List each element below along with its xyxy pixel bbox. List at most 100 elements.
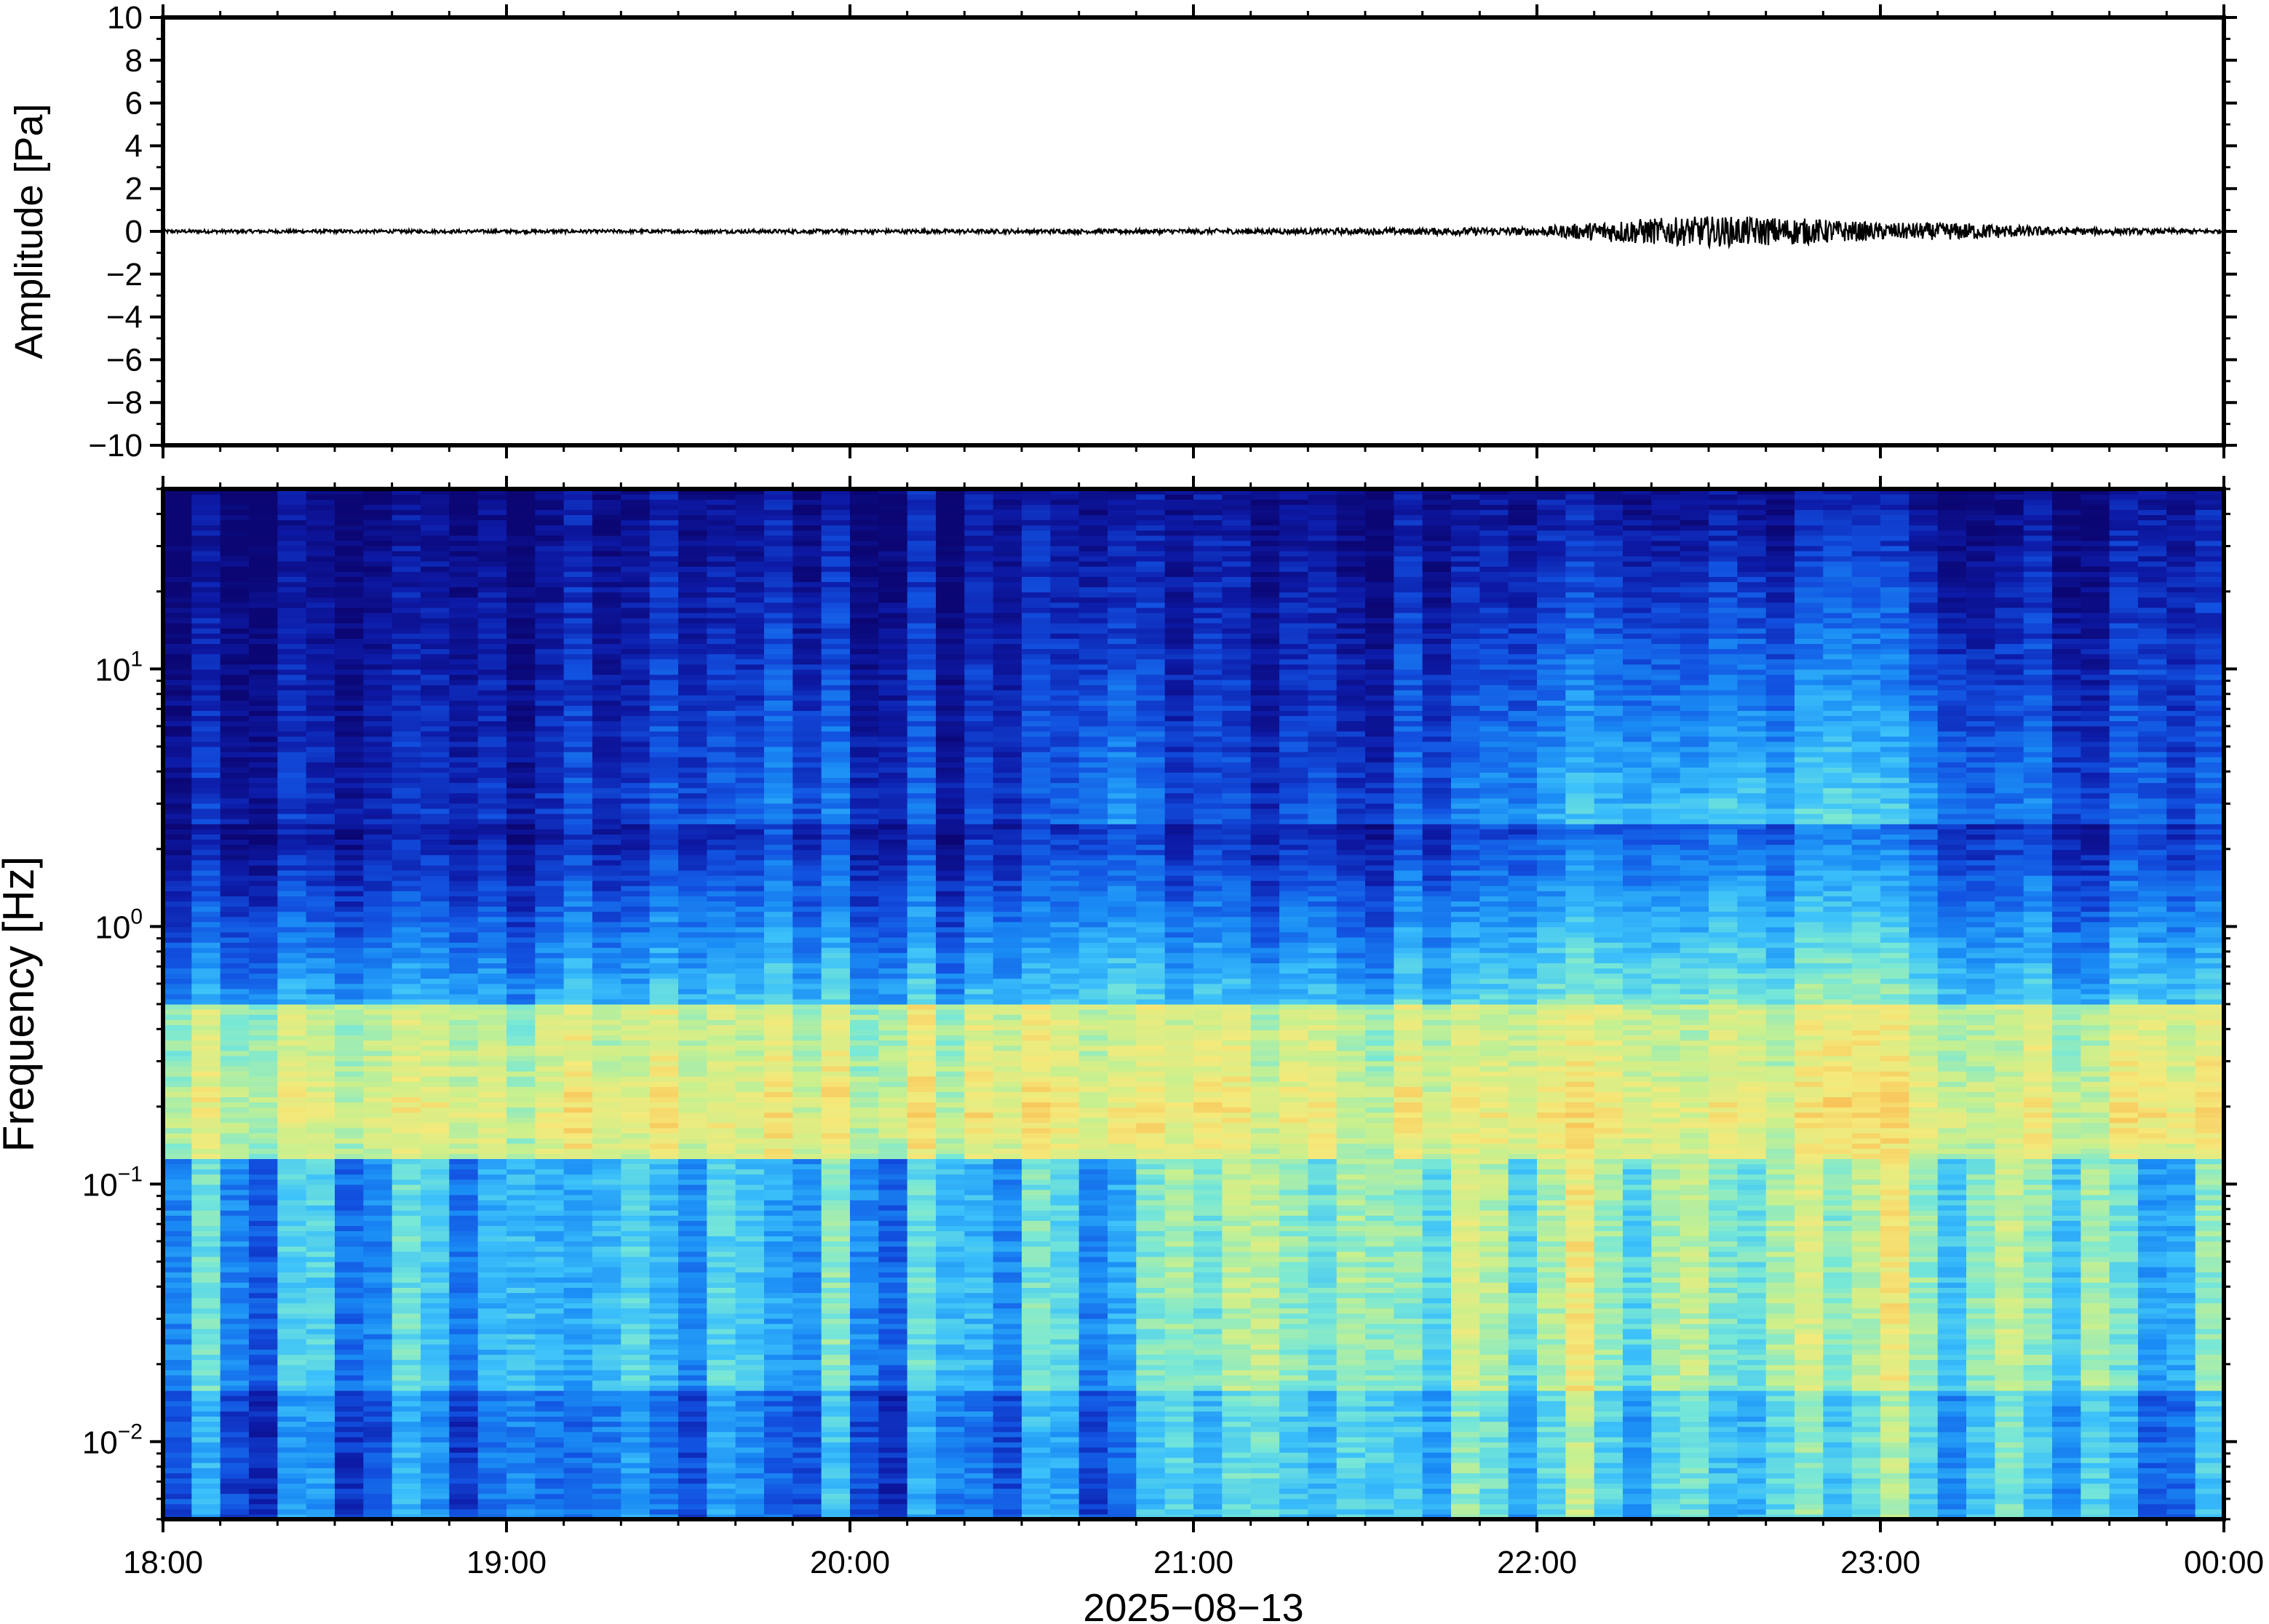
spectrogram-cell (678, 1354, 707, 1361)
spectrogram-cell (735, 1277, 765, 1283)
spectrogram-cell (707, 607, 736, 613)
spectrogram-cell (277, 571, 307, 577)
spectrogram-cell (277, 777, 307, 784)
spectrogram-cell (191, 1096, 221, 1103)
spectrogram-cell (707, 1313, 736, 1319)
spectrogram-cell (678, 489, 707, 495)
spectrogram-cell (649, 936, 679, 943)
spectrogram-cell (477, 1374, 507, 1381)
spectrogram-cell (592, 1143, 621, 1149)
spectrogram-cell (392, 1436, 421, 1443)
spectrogram-cell (477, 762, 507, 768)
spectrogram-cell (621, 1421, 651, 1428)
spectrogram-cell (821, 880, 851, 886)
spectrogram-cell (277, 931, 307, 938)
spectrogram-cell (535, 1462, 565, 1468)
spectrogram-cell (191, 623, 221, 629)
spectrogram-cell (277, 664, 307, 670)
spectrogram-cell (506, 1323, 536, 1329)
spectrogram-cell (649, 1194, 679, 1201)
spectrogram-cell (335, 1318, 364, 1324)
spectrogram-cell (592, 1210, 621, 1216)
spectrogram-cell (306, 787, 335, 794)
spectrogram-cell (707, 1446, 736, 1453)
spectrogram-cell (191, 921, 221, 928)
spectrogram-cell (249, 978, 278, 984)
spectrogram-cell (421, 911, 450, 918)
spectrogram-cell (764, 514, 793, 521)
spectrogram-cell (592, 1468, 621, 1473)
spectrogram-cell (163, 921, 192, 928)
spectrogram-cell (792, 747, 822, 752)
spectrogram-cell (449, 1045, 479, 1051)
spectrogram-cell (678, 1498, 707, 1505)
spectrogram-cell (477, 1194, 507, 1201)
spectrogram-cell (792, 1045, 822, 1051)
spectrogram-cell (277, 1019, 307, 1025)
spectrogram-cell (563, 747, 593, 752)
spectrogram-cell (392, 736, 421, 742)
spectrogram-cell (421, 1385, 450, 1391)
spectrogram-cell (649, 880, 679, 886)
spectrogram-cell (821, 1374, 851, 1381)
spectrogram-cell (821, 1307, 851, 1314)
spectrogram-cell (163, 880, 192, 886)
spectrogram-cell (735, 844, 765, 851)
spectrogram-cell (477, 1117, 507, 1123)
spectrogram-cell (707, 1396, 736, 1401)
spectrogram-cell (392, 1091, 421, 1098)
spectrogram-cell (678, 911, 707, 918)
spectrogram-cell (306, 1004, 335, 1010)
spectrogram-cell (563, 1184, 593, 1190)
spectrogram-cell (477, 618, 507, 624)
spectrogram-cell (678, 1262, 707, 1267)
spectrogram-cell (649, 1174, 679, 1180)
spectrogram-cell (249, 1045, 278, 1051)
spectrogram-cell (764, 1194, 793, 1201)
spectrogram-cell (792, 1431, 822, 1438)
spectrogram-cell (678, 1302, 707, 1309)
spectrogram-cell (592, 1184, 621, 1190)
spectrogram-cell (191, 1081, 221, 1087)
spectrogram-cell (621, 1431, 651, 1438)
spectrogram-cell (191, 1411, 221, 1417)
spectrogram-cell (249, 561, 278, 567)
spectrogram-cell (535, 803, 565, 809)
spectrogram-cell (707, 597, 736, 603)
spectrogram-cell (535, 685, 565, 690)
spectrogram-cell (449, 1297, 479, 1304)
spectrogram-cell (678, 1158, 707, 1165)
spectrogram-cell (335, 757, 364, 763)
spectrogram-cell (764, 1436, 793, 1443)
spectrogram-cell (335, 973, 364, 979)
spectrogram-cell (335, 1086, 364, 1092)
spectrogram-cell (477, 1339, 507, 1345)
spectrogram-cell (306, 602, 335, 608)
spectrogram-cell (449, 993, 479, 1000)
spectrogram-cell (392, 1086, 421, 1092)
spectrogram-cell (735, 1498, 765, 1505)
spectrogram-cell (421, 1194, 450, 1201)
spectrogram-cell (821, 936, 851, 943)
spectrogram-cell (477, 1122, 507, 1129)
spectrogram-cell (621, 581, 651, 588)
spectrogram-cell (191, 792, 221, 799)
spectrogram-cell (535, 1262, 565, 1267)
spectrogram-cell (678, 581, 707, 588)
spectrogram-cell (335, 1194, 364, 1201)
spectrogram-cell (249, 674, 278, 680)
spectrogram-cell (735, 1262, 765, 1267)
spectrogram-cell (477, 1354, 507, 1361)
spectrogram-cell (191, 1364, 221, 1371)
spectrogram-cell (392, 1040, 421, 1046)
spectrogram-cell (220, 664, 250, 670)
spectrogram-cell (649, 1148, 679, 1154)
spectrogram-cell (449, 685, 479, 690)
spectrogram-cell (621, 1483, 651, 1489)
spectrogram-cell (306, 509, 335, 515)
spectrogram-cell (335, 1431, 364, 1438)
spectrogram-cell (421, 1102, 450, 1108)
spectrogram-cell (363, 576, 393, 583)
spectrogram-cell (621, 931, 651, 938)
spectrogram-cell (563, 1421, 593, 1428)
